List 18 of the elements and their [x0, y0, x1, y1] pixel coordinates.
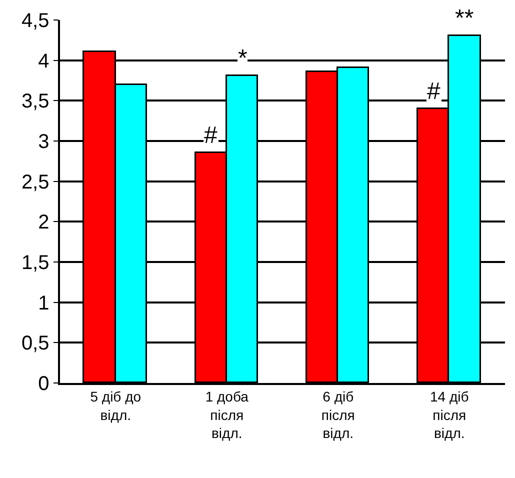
y-tick-label: 1 — [38, 292, 50, 314]
y-tick-label: 0,5 — [21, 332, 50, 355]
y-tick-label: 4 — [38, 50, 50, 72]
x-tick-label: 1 доба після відл. — [205, 388, 249, 441]
x-tick-label: 6 діб після відл. — [321, 388, 355, 441]
annotation: # — [427, 78, 441, 105]
annotation: * — [238, 45, 248, 72]
y-tick-label: 0 — [38, 373, 50, 395]
x-tick-label: 5 діб до відл. — [90, 388, 142, 423]
y-tick-label: 1,5 — [21, 252, 50, 274]
x-tick-label: 14 діб після відл. — [430, 388, 469, 441]
annotation: ** — [455, 5, 474, 32]
y-tick-label: 3,5 — [21, 90, 50, 113]
y-tick-label: 4,5 — [21, 10, 50, 32]
y-tick-label: 2,5 — [21, 171, 50, 194]
y-tick-label: 3 — [38, 131, 50, 153]
annotation: # — [204, 122, 218, 149]
y-tick-label: 2 — [38, 212, 50, 234]
